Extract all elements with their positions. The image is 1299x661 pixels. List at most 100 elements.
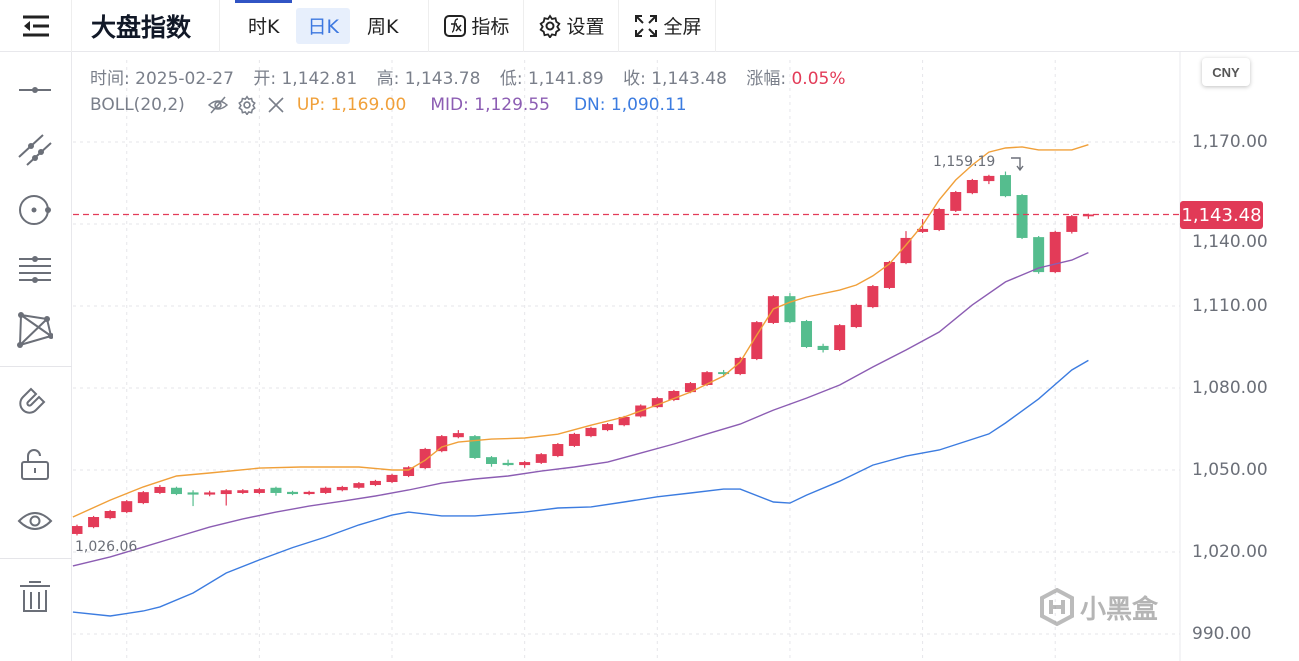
candle-down bbox=[170, 487, 182, 495]
candle-up bbox=[336, 486, 348, 491]
fx-icon bbox=[444, 14, 467, 37]
high-label: 高: bbox=[376, 69, 400, 89]
boll-up-value: UP: 1,169.00 bbox=[296, 95, 407, 115]
candle-up bbox=[71, 526, 83, 534]
magnet-tool[interactable] bbox=[14, 380, 56, 422]
fullscreen-label: 全屏 bbox=[663, 16, 702, 38]
tab-weekly-k[interactable]: 周K bbox=[366, 16, 399, 38]
horizontal-line-icon bbox=[19, 87, 51, 93]
low-label: 低: bbox=[499, 69, 523, 89]
candle-up bbox=[353, 483, 365, 488]
fibonacci-tool[interactable] bbox=[14, 250, 56, 292]
candle-down bbox=[817, 345, 829, 351]
settings-button[interactable]: 设置 bbox=[524, 0, 620, 52]
candle-up bbox=[369, 480, 381, 486]
magnet-icon bbox=[19, 387, 46, 414]
indicator-button[interactable]: 指标 bbox=[429, 0, 525, 52]
visibility-tool[interactable] bbox=[14, 500, 56, 542]
settings-label: 设置 bbox=[566, 16, 605, 38]
candle-up bbox=[237, 490, 249, 493]
candle-up bbox=[88, 517, 100, 528]
candle-up bbox=[519, 462, 531, 466]
watermark-logo-icon bbox=[1040, 588, 1074, 626]
change-label: 涨幅: bbox=[746, 69, 787, 89]
low-value: 1,141.89 bbox=[527, 69, 604, 89]
candle-down bbox=[718, 372, 730, 375]
candle-down bbox=[270, 487, 282, 493]
candle-up bbox=[386, 474, 398, 483]
candle-up bbox=[535, 454, 547, 463]
currency-button[interactable]: CNY bbox=[1202, 58, 1250, 86]
fullscreen-button[interactable]: 全屏 bbox=[619, 0, 717, 52]
lock-tool[interactable] bbox=[14, 443, 56, 485]
parallel-lines-icon bbox=[18, 134, 52, 166]
circle-tool[interactable] bbox=[14, 189, 56, 231]
candle-down bbox=[801, 321, 813, 347]
candle-up bbox=[154, 486, 166, 493]
tab-daily-k[interactable]: 日K bbox=[296, 7, 350, 44]
boll-mid-line bbox=[72, 251, 1089, 567]
y-tick-label: 1,080.00 bbox=[1192, 378, 1268, 398]
ohlc-info: 时间: 2025-02-27 开: 1,142.81 高: 1,143.78 低… bbox=[90, 64, 860, 89]
horizontal-line-tool[interactable] bbox=[14, 69, 56, 111]
boll-dn-line bbox=[72, 359, 1089, 617]
trash-icon bbox=[20, 581, 50, 612]
drawing-toolbar bbox=[0, 52, 72, 661]
candle-up bbox=[585, 427, 597, 437]
candle-up bbox=[220, 490, 232, 495]
y-tick-label: 1,110.00 bbox=[1192, 296, 1268, 316]
candle-up bbox=[734, 357, 746, 375]
open-value: 1,142.81 bbox=[281, 69, 358, 89]
candle-up bbox=[1049, 231, 1061, 273]
time-label: 时间: bbox=[90, 69, 130, 89]
candle-up bbox=[933, 208, 945, 231]
candle-up bbox=[403, 467, 415, 477]
candle-up bbox=[568, 433, 580, 446]
parallel-lines-tool[interactable] bbox=[14, 128, 56, 170]
candle-down bbox=[187, 492, 199, 495]
unlock-icon bbox=[21, 449, 49, 480]
candle-down bbox=[999, 175, 1011, 197]
last-price-tag: 1,143.48 bbox=[1180, 201, 1263, 229]
tab-hourly-k[interactable]: 时K bbox=[234, 0, 293, 44]
y-tick-label: 990.00 bbox=[1192, 624, 1252, 644]
high-value: 1,143.78 bbox=[404, 69, 481, 89]
candle-up bbox=[900, 237, 912, 264]
boll-dn-value: DN: 1,090.11 bbox=[573, 95, 687, 115]
boll-name: BOLL(20,2) bbox=[90, 95, 185, 115]
candle-up bbox=[320, 487, 332, 493]
page-title: 大盘指数 bbox=[72, 0, 221, 52]
candle-down bbox=[486, 457, 497, 464]
collapse-menu-button[interactable] bbox=[0, 0, 72, 52]
candle-down bbox=[784, 296, 796, 323]
candle-up bbox=[966, 179, 978, 194]
candle-up bbox=[850, 304, 862, 328]
candle-up bbox=[552, 444, 564, 457]
open-label: 开: bbox=[253, 69, 277, 89]
candle-down bbox=[1033, 237, 1045, 273]
candle-up bbox=[983, 175, 995, 182]
eye-icon bbox=[17, 512, 53, 530]
candle-up bbox=[867, 286, 879, 308]
indicator-settings-icon[interactable] bbox=[237, 95, 257, 115]
fibonacci-lines-icon bbox=[19, 256, 51, 283]
polygon-icon bbox=[17, 312, 53, 348]
candle-up bbox=[419, 448, 431, 469]
hide-indicator-icon[interactable] bbox=[207, 94, 229, 116]
candle-up bbox=[303, 491, 315, 495]
candle-up bbox=[701, 372, 713, 385]
candle-up bbox=[751, 322, 763, 360]
polygon-tool[interactable] bbox=[14, 309, 56, 351]
delete-drawings-button[interactable] bbox=[14, 576, 56, 618]
y-tick-label: 1,170.00 bbox=[1192, 132, 1268, 152]
close-indicator-icon[interactable] bbox=[267, 96, 285, 114]
candle-up bbox=[452, 433, 464, 438]
candle-up bbox=[917, 228, 929, 232]
close-value: 1,143.48 bbox=[651, 69, 727, 89]
max-price-annotation: 1,159.19 bbox=[933, 154, 996, 170]
time-value: 2025-02-27 bbox=[135, 69, 234, 89]
y-tick-label: 1,140.00 bbox=[1192, 232, 1268, 252]
watermark-text: 小黑盒 bbox=[1080, 594, 1159, 625]
y-tick-label: 1,020.00 bbox=[1192, 542, 1268, 562]
